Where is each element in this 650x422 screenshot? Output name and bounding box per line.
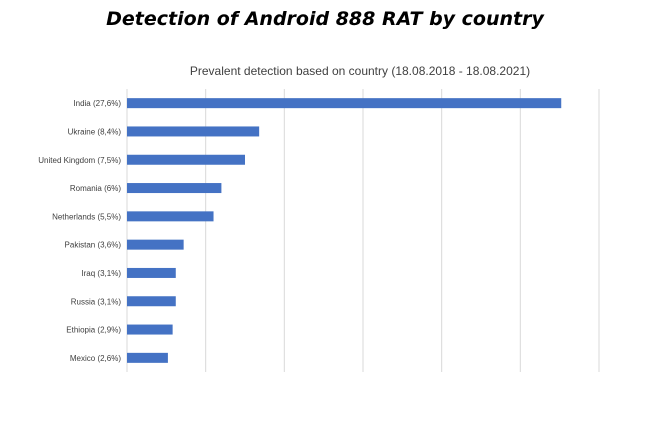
bar	[127, 211, 214, 222]
category-label: Iraq (3,1%)	[81, 269, 121, 278]
category-label: Romania (6%)	[70, 184, 121, 193]
bar	[127, 183, 222, 194]
bar	[127, 352, 168, 363]
chart-title: Prevalent detection based on country (18…	[189, 64, 531, 78]
category-label: Mexico (2,6%)	[70, 354, 121, 363]
bar	[127, 267, 176, 278]
bar	[127, 126, 260, 137]
bar	[127, 98, 562, 109]
category-label: Ukraine (8,4%)	[68, 127, 122, 136]
bar	[127, 239, 184, 250]
bar	[127, 154, 245, 165]
page-title: Detection of Android 888 RAT by country	[106, 8, 544, 30]
bar	[127, 296, 176, 307]
category-label: Russia (3,1%)	[71, 297, 122, 306]
category-label: Pakistan (3,6%)	[65, 241, 122, 250]
bars	[127, 98, 562, 363]
category-label: India (27,6%)	[73, 99, 121, 108]
category-labels: India (27,6%) Ukraine (8,4%) United Kingdo…	[38, 99, 121, 363]
category-label: United Kingdom (7,5%)	[38, 156, 121, 165]
category-label: Ethiopia (2,9%)	[66, 326, 121, 335]
bar	[127, 324, 173, 335]
category-label: Netherlands (5,5%)	[52, 212, 121, 221]
